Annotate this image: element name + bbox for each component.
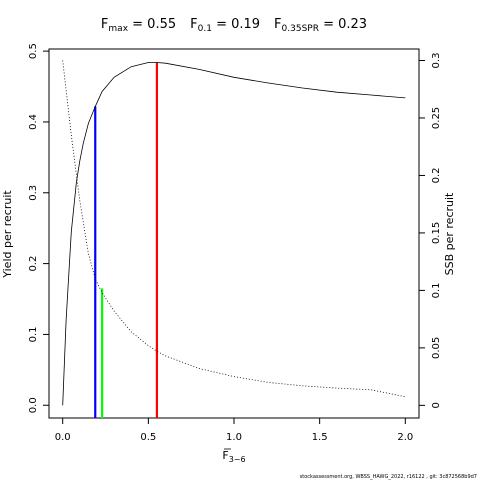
y-left-tick-label: 0.4: [28, 114, 39, 130]
y-right-tick-label: 0.2: [431, 167, 442, 183]
reference-lines: [94, 62, 159, 418]
x-axis: 0.0 0.5 1.0 1.5 2.0: [55, 417, 413, 443]
y-right-axis-title: SSB per recruit: [443, 192, 456, 275]
y-left-axis-title: Yield per recruit: [1, 190, 14, 279]
x-tick-label: 2.0: [397, 432, 413, 443]
y-right-axis: 0 0.05 0.1 0.15 0.2 0.25 0.3: [419, 53, 442, 409]
chart-title: Fmax = 0.55 F0.1 = 0.19 F0.35SPR = 0.23: [101, 17, 367, 34]
y-right-tick-label: 0.25: [431, 107, 442, 129]
x-tick-label: 1.5: [312, 432, 328, 443]
x-axis-title: F3−6: [222, 449, 245, 464]
ssb-per-recruit-line: [62, 60, 406, 398]
y-right-tick-label: 0: [431, 402, 442, 408]
y-left-tick-label: 0.2: [28, 256, 39, 272]
x-tick-label: 0.0: [55, 432, 71, 443]
y-left-tick-label: 0.1: [28, 326, 39, 342]
y-left-tick-label: 0.3: [28, 185, 39, 201]
y-right-tick-label: 0.3: [431, 53, 442, 69]
y-right-tick-label: 0.05: [431, 337, 442, 359]
y-right-tick-label: 0.1: [431, 282, 442, 298]
plot-frame: [48, 48, 420, 419]
series-lines: [62, 60, 406, 406]
y-left-tick-label: 0.0: [28, 397, 39, 413]
yield-per-recruit-line: [62, 62, 406, 406]
x-tick-label: 0.5: [140, 432, 156, 443]
x-tick-label: 1.0: [226, 432, 242, 443]
y-left-axis: 0.0 0.1 0.2 0.3 0.4 0.5: [28, 43, 49, 413]
y-left-tick-label: 0.5: [28, 43, 39, 59]
footer-credit: stockassessment.org, WBSS_HAWG_2022, r16…: [300, 474, 477, 480]
y-right-tick-label: 0.15: [431, 222, 442, 244]
